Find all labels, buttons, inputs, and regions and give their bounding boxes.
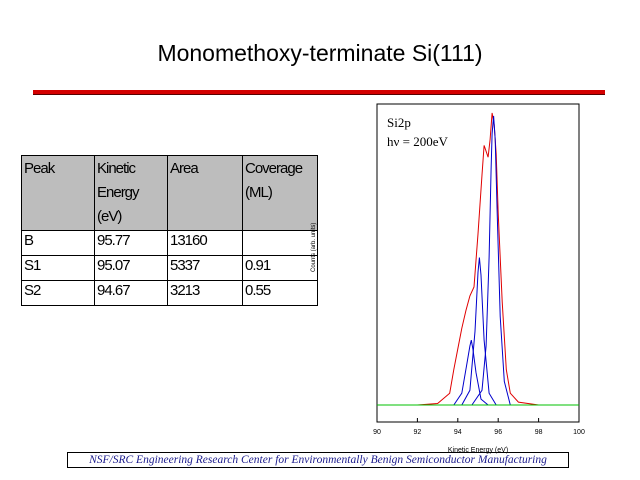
cell-kinetic-energy: 94.67: [94, 280, 168, 306]
cell-peak: S1: [21, 255, 95, 281]
plot-frame: [376, 103, 580, 423]
cell-area: 5337: [167, 255, 243, 281]
slide-title: Monomethoxy-terminate Si(111): [157, 40, 483, 66]
peak-table: Peak Kinetic Energy (eV) Area Coverage (…: [21, 155, 318, 306]
x-tick-label: 90: [373, 429, 381, 436]
chart-annotation-line1: Si2p: [387, 115, 411, 130]
cell-peak: S2: [21, 280, 95, 306]
series-bulk-b: [471, 115, 511, 406]
header-kinetic-energy: Kinetic Energy (eV): [94, 155, 168, 231]
x-tick-label: 92: [414, 429, 422, 436]
cell-kinetic-energy: 95.77: [94, 230, 168, 256]
table-row: S1 95.07 5337 0.91: [21, 255, 318, 281]
cell-coverage: [242, 230, 318, 256]
cell-area: 3213: [167, 280, 243, 306]
chart-x-axis-label: Kinetic Energy (eV): [448, 447, 508, 454]
x-tick-label: 100: [573, 429, 585, 436]
x-tick-label: 96: [494, 429, 502, 436]
table-header-row: Peak Kinetic Energy (eV) Area Coverage (…: [21, 155, 318, 231]
cell-coverage: 0.91: [242, 255, 318, 281]
footer-caption: NSF/SRC Engineering Research Center for …: [67, 452, 569, 468]
chart-annotation-line2: hν = 200eV: [387, 134, 448, 149]
series-s2: [453, 339, 489, 406]
table-row: B 95.77 13160: [21, 230, 318, 256]
cell-coverage: 0.55: [242, 280, 318, 306]
series-total-envelope: [377, 112, 559, 406]
title-divider: [33, 90, 605, 95]
cell-peak: B: [21, 230, 95, 256]
series-s1: [461, 257, 497, 406]
table-row: S2 94.67 3213 0.55: [21, 280, 318, 306]
header-peak: Peak: [21, 155, 95, 231]
x-tick-label: 94: [454, 429, 462, 436]
x-tick-label: 98: [535, 429, 543, 436]
